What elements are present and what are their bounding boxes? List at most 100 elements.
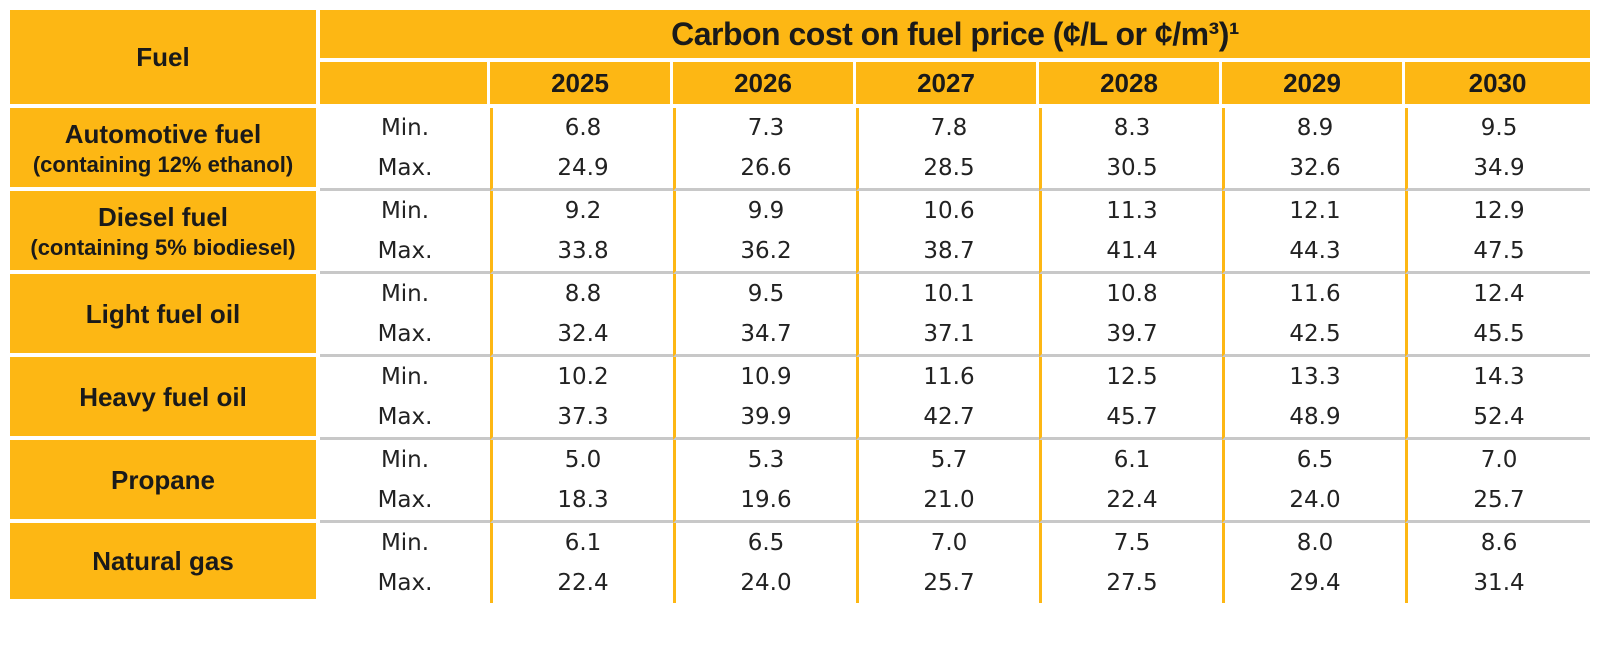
min-value-cell: 11.6 [1222,274,1405,314]
min-value-cell: 12.5 [1039,357,1222,397]
max-value-cell: 32.6 [1222,148,1405,191]
fuel-name-cell: Light fuel oil [10,274,320,357]
year-header: 2026 [673,62,856,108]
table-row: Max. 33.8 36.2 38.7 41.4 44.3 47.5 [10,231,1591,274]
max-value-cell: 52.4 [1405,397,1591,440]
year-header: 2028 [1039,62,1222,108]
min-value-cell: 10.9 [673,357,856,397]
max-value-cell: 25.7 [1405,480,1591,523]
min-value-cell: 12.1 [1222,191,1405,231]
min-label: Min. [380,115,430,141]
max-value-cell: 36.2 [673,231,856,274]
min-value-cell: 6.5 [673,523,856,563]
table-row: Heavy fuel oil Min. 10.2 10.9 11.6 12.5 13.3 14… [10,357,1590,440]
min-value-cell: 5.0 [490,440,673,480]
max-value-cell: 34.9 [1405,148,1591,191]
min-value-cell: 10.2 [490,357,673,397]
max-value-cell: 44.3 [1222,231,1405,274]
max-value-cell: 31.4 [1405,563,1590,603]
fuel-name-cell: Heavy fuel oil [10,357,320,440]
min-value-cell: 8.8 [490,274,673,314]
min-value-cell: 6.8 [490,108,673,148]
min-label: Min. [380,447,430,473]
fuel-name-cell: Diesel fuel (containing 5% biodiesel) [10,191,320,274]
min-max-header [320,62,490,108]
min-label: Min. [380,198,430,224]
max-label: Max. [320,148,490,191]
min-value-cell: 13.3 [1222,357,1405,397]
fuel-name: Propane [110,464,216,495]
year-header: 2027 [856,62,1039,108]
table-row: Max. 22.4 24.0 25.7 27.5 29.4 31.4 [10,563,1590,603]
min-value-cell: 9.5 [1405,108,1590,148]
min-value-cell: 6.1 [490,523,673,563]
max-label: Max. [377,570,433,596]
max-value-cell: 39.7 [1039,314,1222,357]
min-value-cell: 6.5 [1222,440,1405,480]
max-value-cell: 24.9 [490,148,673,191]
max-value-cell: 42.7 [856,397,1039,440]
max-value-cell: 21.0 [856,480,1039,523]
min-value-cell: 10.6 [856,191,1039,231]
fuel-name: Diesel fuel [97,201,229,232]
min-value-cell: 7.0 [856,523,1039,563]
max-value-cell: 30.5 [1039,148,1222,191]
max-value-cell: 38.7 [856,231,1039,274]
max-label: Max. [320,231,490,274]
max-value-cell: 24.0 [673,563,856,603]
min-value-cell: 9.9 [673,191,856,231]
table-row: Propane Min. 5.0 5.3 5.7 6.1 6.5 7.0 [10,440,1590,523]
max-value-cell: 45.7 [1039,397,1222,440]
fuel-name: Automotive fuel [64,118,262,149]
fuel-name-cell: Automotive fuel (containing 12% ethanol) [10,108,320,191]
table-body: Automotive fuel (containing 12% ethanol) M… [10,108,1591,603]
max-value-cell: 48.9 [1222,397,1405,440]
max-value-cell: 29.4 [1222,563,1405,603]
max-value-cell: 18.3 [490,480,673,523]
min-value-cell: 7.5 [1039,523,1222,563]
max-value-cell: 28.5 [856,148,1039,191]
max-value-cell: 33.8 [490,231,673,274]
max-value-cell: 47.5 [1405,231,1591,274]
min-value-cell: 9.5 [673,274,856,314]
max-value-cell: 45.5 [1405,314,1591,357]
max-value-cell: 22.4 [1039,480,1222,523]
max-value-cell: 39.9 [673,397,856,440]
fuel-name: Light fuel oil [85,298,241,329]
carbon-cost-table: Fuel Carbon cost on fuel price (¢/L or ¢… [10,10,1591,603]
fuel-name: Heavy fuel oil [79,381,247,412]
min-value-cell: 10.1 [856,274,1039,314]
max-label: Max. [320,314,490,357]
min-value-cell: 7.3 [673,108,856,148]
min-value-cell: 8.3 [1039,108,1222,148]
min-value-cell: 9.2 [490,191,673,231]
fuel-name: Natural gas [92,546,234,576]
table-row: Max. 24.9 26.6 28.5 30.5 32.6 34.9 [10,148,1591,191]
min-value-cell: 6.1 [1039,440,1222,480]
max-value-cell: 34.7 [673,314,856,357]
max-value-cell: 37.3 [490,397,673,440]
min-value-cell: 14.3 [1405,357,1590,397]
table-row: Light fuel oil Min. 8.8 9.5 10.1 10.8 11.6 12.4 [10,274,1590,357]
max-value-cell: 22.4 [490,563,673,603]
min-value-cell: 11.6 [856,357,1039,397]
min-label: Min. [380,281,430,307]
min-value-cell: 7.0 [1405,440,1590,480]
table-row: Max. 37.3 39.9 42.7 45.7 48.9 52.4 [10,397,1591,440]
max-value-cell: 25.7 [856,563,1039,603]
min-label: Min. [380,530,430,556]
min-value-cell: 7.8 [856,108,1039,148]
min-value-cell: 12.4 [1405,274,1590,314]
fuel-note: (containing 12% ethanol) [32,151,294,177]
min-value-cell: 8.9 [1222,108,1405,148]
max-value-cell: 19.6 [673,480,856,523]
year-header: 2029 [1222,62,1405,108]
max-value-cell: 37.1 [856,314,1039,357]
min-value-cell: 5.7 [856,440,1039,480]
min-label: Min. [380,364,430,390]
fuel-name-cell: Propane [10,440,320,523]
table-row: Max. 32.4 34.7 37.1 39.7 42.5 45.5 [10,314,1591,357]
fuel-name-cell: Natural gas [10,523,320,603]
table-row: Automotive fuel (containing 12% ethanol) M… [10,108,1590,191]
max-value-cell: 26.6 [673,148,856,191]
